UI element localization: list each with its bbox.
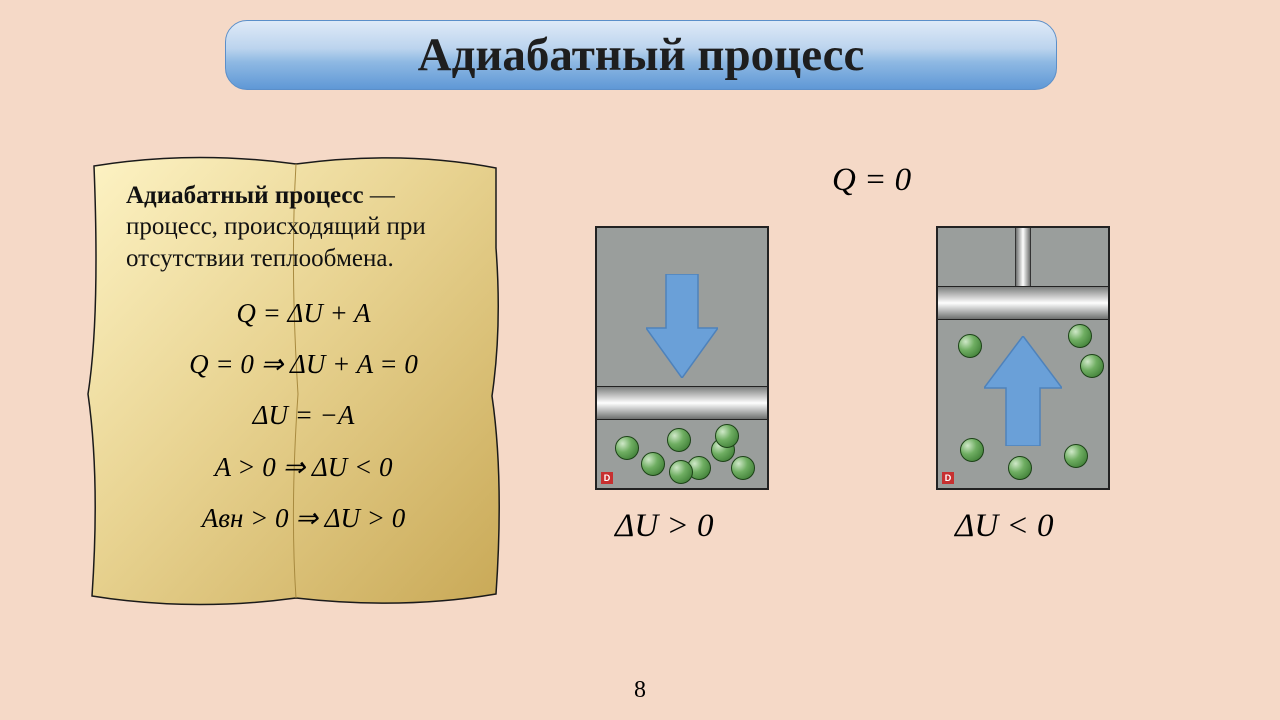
slide-title: Адиабатный процесс <box>418 28 865 82</box>
molecule <box>1080 354 1104 378</box>
piston-bar-2 <box>938 286 1108 320</box>
piston-compression: D <box>595 226 765 486</box>
molecule <box>1064 444 1088 468</box>
molecule <box>1068 324 1092 348</box>
piston-frame-2: D <box>936 226 1110 490</box>
eq-line-5: Aвн > 0 ⇒ ΔU > 0 <box>126 493 481 544</box>
molecule <box>667 428 691 452</box>
definition-scroll: Адиабатный процесс — процесс, происходящ… <box>72 148 516 614</box>
equation-block: Q = ΔU + A Q = 0 ⇒ ΔU + A = 0 ΔU = −A A … <box>126 288 481 544</box>
molecule <box>731 456 755 480</box>
slide-title-pill: Адиабатный процесс <box>225 20 1057 90</box>
definition-body: процесс, происходящий при отсутствии теп… <box>126 213 426 271</box>
molecule <box>715 424 739 448</box>
definition-text: Адиабатный процесс — процесс, происходящ… <box>126 180 481 274</box>
piston-rod <box>1015 228 1031 286</box>
molecule <box>960 438 984 462</box>
molecule <box>615 436 639 460</box>
eq-line-2: Q = 0 ⇒ ΔU + A = 0 <box>126 339 481 390</box>
molecule <box>958 334 982 358</box>
arrow-down-icon <box>646 274 718 378</box>
d-badge-2: D <box>942 472 954 484</box>
page-number: 8 <box>634 677 646 704</box>
piston-bar-1 <box>597 386 767 420</box>
definition-dash: — <box>364 182 395 209</box>
scroll-content: Адиабатный процесс — процесс, происходящ… <box>126 180 481 544</box>
piston-expansion: D <box>936 226 1106 486</box>
molecule <box>1008 456 1032 480</box>
molecule <box>641 452 665 476</box>
piston-frame-1: D <box>595 226 769 490</box>
equation-q-zero: Q = 0 <box>832 162 911 199</box>
arrow-up-icon <box>984 336 1062 446</box>
definition-term: Адиабатный процесс <box>126 182 364 209</box>
eq-line-3: ΔU = −A <box>126 390 481 441</box>
eq-line-1: Q = ΔU + A <box>126 288 481 339</box>
molecule <box>669 460 693 484</box>
d-badge-1: D <box>601 472 613 484</box>
eq-line-4: A > 0 ⇒ ΔU < 0 <box>126 442 481 493</box>
equation-du-negative: ΔU < 0 <box>955 508 1053 545</box>
equation-du-positive: ΔU > 0 <box>615 508 713 545</box>
